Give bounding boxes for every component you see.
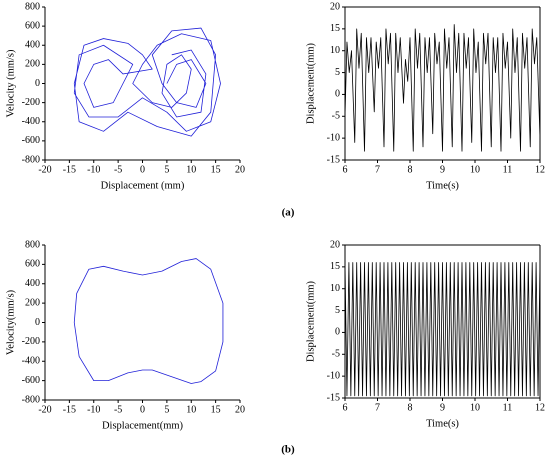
x-tick-label: 5 [164, 164, 169, 175]
y-tick-label: 800 [25, 239, 40, 250]
x-tick-label: 10 [186, 164, 196, 175]
y-axis-label: Velocity(mm/s) [5, 289, 16, 355]
data-line [344, 24, 541, 152]
x-tick-label: 5 [164, 404, 169, 415]
x-tick-label: -15 [63, 164, 76, 175]
y-tick-label: 10 [330, 45, 340, 56]
x-tick-label: 15 [211, 404, 221, 415]
x-tick-label: 11 [503, 402, 513, 413]
y-tick-label: 15 [330, 261, 340, 272]
x-tick-label: -20 [38, 164, 51, 175]
y-axis-label: Velocity (mm/s) [5, 49, 16, 117]
x-axis-label: Time(s) [426, 180, 459, 191]
y-tick-label: -15 [327, 392, 340, 403]
y-tick-label: 200 [25, 297, 40, 308]
y-tick-label: -15 [327, 154, 340, 165]
x-tick-label: 9 [440, 164, 445, 175]
y-tick-label: -600 [22, 135, 40, 146]
y-tick-label: 600 [25, 259, 40, 270]
y-tick-label: -200 [22, 336, 40, 347]
data-line [73, 258, 224, 384]
y-tick-label: 400 [25, 278, 40, 289]
x-tick-label: -10 [87, 404, 100, 415]
x-tick-label: 10 [470, 402, 480, 413]
x-tick-label: 9 [440, 402, 445, 413]
x-tick-label: 12 [535, 402, 545, 413]
subplot: 6 7 8 9 10 11 12 -15 -10 -5 0 5 10 15 20 Time(s) Displac… [305, 239, 545, 429]
y-tick-label: 15 [330, 23, 340, 34]
x-tick-label: 6 [343, 402, 348, 413]
panel-label: (b) [281, 444, 295, 456]
y-tick-label: 20 [330, 1, 340, 12]
y-tick-label: 10 [330, 283, 340, 294]
y-tick-label: -10 [327, 370, 340, 381]
y-tick-label: 0 [335, 89, 340, 100]
y-axis-label: Displacement(mm) [305, 280, 316, 362]
x-tick-label: 8 [408, 164, 413, 175]
y-tick-label: -800 [22, 154, 40, 165]
y-tick-label: -400 [22, 356, 40, 367]
x-axis-label: Displacement(mm) [102, 420, 184, 431]
x-tick-label: 11 [503, 164, 513, 175]
x-tick-label: 10 [186, 404, 196, 415]
y-tick-label: 0 [35, 78, 40, 89]
x-tick-label: 12 [535, 164, 545, 175]
y-tick-label: -400 [22, 116, 40, 127]
x-tick-label: 10 [470, 164, 480, 175]
y-tick-label: 5 [335, 67, 340, 78]
x-tick-label: 0 [140, 164, 145, 175]
y-axis-label: Displacement(mm) [305, 42, 316, 124]
y-tick-label: -200 [22, 97, 40, 108]
subplot: -20 -15 -10 -5 0 5 10 15 20 -800 -600 -400 -200 0 200 4… [5, 239, 245, 431]
y-tick-label: 0 [335, 327, 340, 338]
data-line [344, 262, 541, 397]
y-tick-label: 20 [330, 239, 340, 250]
x-tick-label: -5 [114, 404, 122, 415]
x-tick-label: -15 [63, 404, 76, 415]
x-tick-label: 15 [211, 164, 221, 175]
y-tick-label: 800 [25, 1, 40, 12]
y-tick-label: 400 [25, 40, 40, 51]
y-tick-label: -800 [22, 394, 40, 405]
x-tick-label: -10 [87, 164, 100, 175]
x-tick-label: 7 [375, 402, 380, 413]
y-tick-label: -10 [327, 132, 340, 143]
subplot: -20 -15 -10 -5 0 5 10 15 20 -800 -600 -400 -200 0 200 4… [5, 1, 245, 191]
y-tick-label: 200 [25, 59, 40, 70]
x-tick-label: 20 [235, 404, 245, 415]
x-tick-label: 8 [408, 402, 413, 413]
y-tick-label: 600 [25, 20, 40, 31]
x-tick-label: 6 [343, 164, 348, 175]
y-tick-label: -5 [332, 111, 340, 122]
x-axis-label: Time(s) [426, 418, 459, 429]
x-tick-label: 7 [375, 164, 380, 175]
y-tick-label: -5 [332, 349, 340, 360]
y-tick-label: 5 [335, 305, 340, 316]
x-tick-label: -5 [114, 164, 122, 175]
x-axis-label: Displacement (mm) [101, 180, 185, 191]
data-line [73, 27, 221, 137]
x-tick-label: 0 [140, 404, 145, 415]
y-tick-label: 0 [35, 317, 40, 328]
x-tick-label: 20 [235, 164, 245, 175]
panel-label: (a) [282, 207, 295, 219]
subplot: 6 7 8 9 10 11 12 -15 -10 -5 0 5 10 15 20 Time(s) Displac… [305, 1, 545, 191]
y-tick-label: -600 [22, 375, 40, 386]
x-tick-label: -20 [38, 404, 51, 415]
